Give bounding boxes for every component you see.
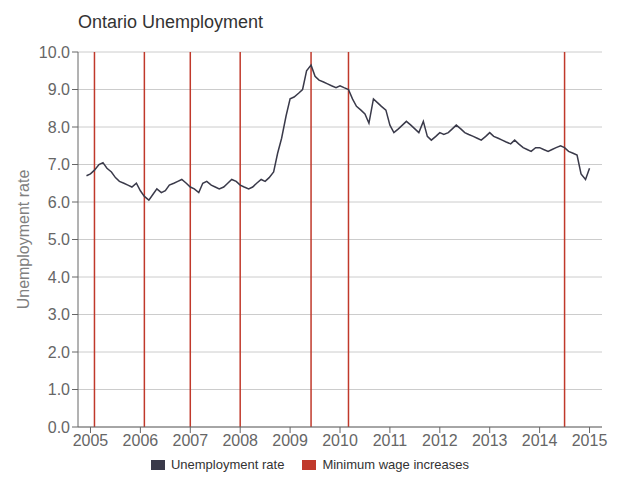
svg-text:7.0: 7.0 [48,156,70,173]
html-text:Minimum wage increases: Minimum wage increases [322,457,470,472]
svg-text:5.0: 5.0 [48,231,70,248]
svg-text:4.0: 4.0 [48,269,70,286]
svg-text:2009: 2009 [272,432,308,449]
svg-text:2013: 2013 [472,432,508,449]
svg-text:2007: 2007 [172,432,208,449]
svg-text:2012: 2012 [422,432,458,449]
svg-text:2005: 2005 [73,432,109,449]
html-text:Unemployment rate: Unemployment rate [170,457,285,472]
svg-text:2006: 2006 [123,432,159,449]
svg-text:6.0: 6.0 [48,194,70,211]
svg-text:Unemployment rate: Unemployment rate [15,170,32,310]
svg-text:2015: 2015 [572,432,608,449]
svg-text:9.0: 9.0 [48,81,70,98]
svg-text:2010: 2010 [322,432,358,449]
svg-text:8.0: 8.0 [48,119,70,136]
svg-text:2008: 2008 [222,432,258,449]
svg-text:10.0: 10.0 [39,44,70,61]
svg-text:0.0: 0.0 [48,419,70,436]
svg-text:2.0: 2.0 [48,344,70,361]
svg-text:2014: 2014 [522,432,558,449]
svg-text:3.0: 3.0 [48,306,70,323]
svg-text:2011: 2011 [373,432,408,449]
html-text:Ontario Unemployment: Ontario Unemployment [78,12,264,32]
svg-text:1.0: 1.0 [48,381,70,398]
